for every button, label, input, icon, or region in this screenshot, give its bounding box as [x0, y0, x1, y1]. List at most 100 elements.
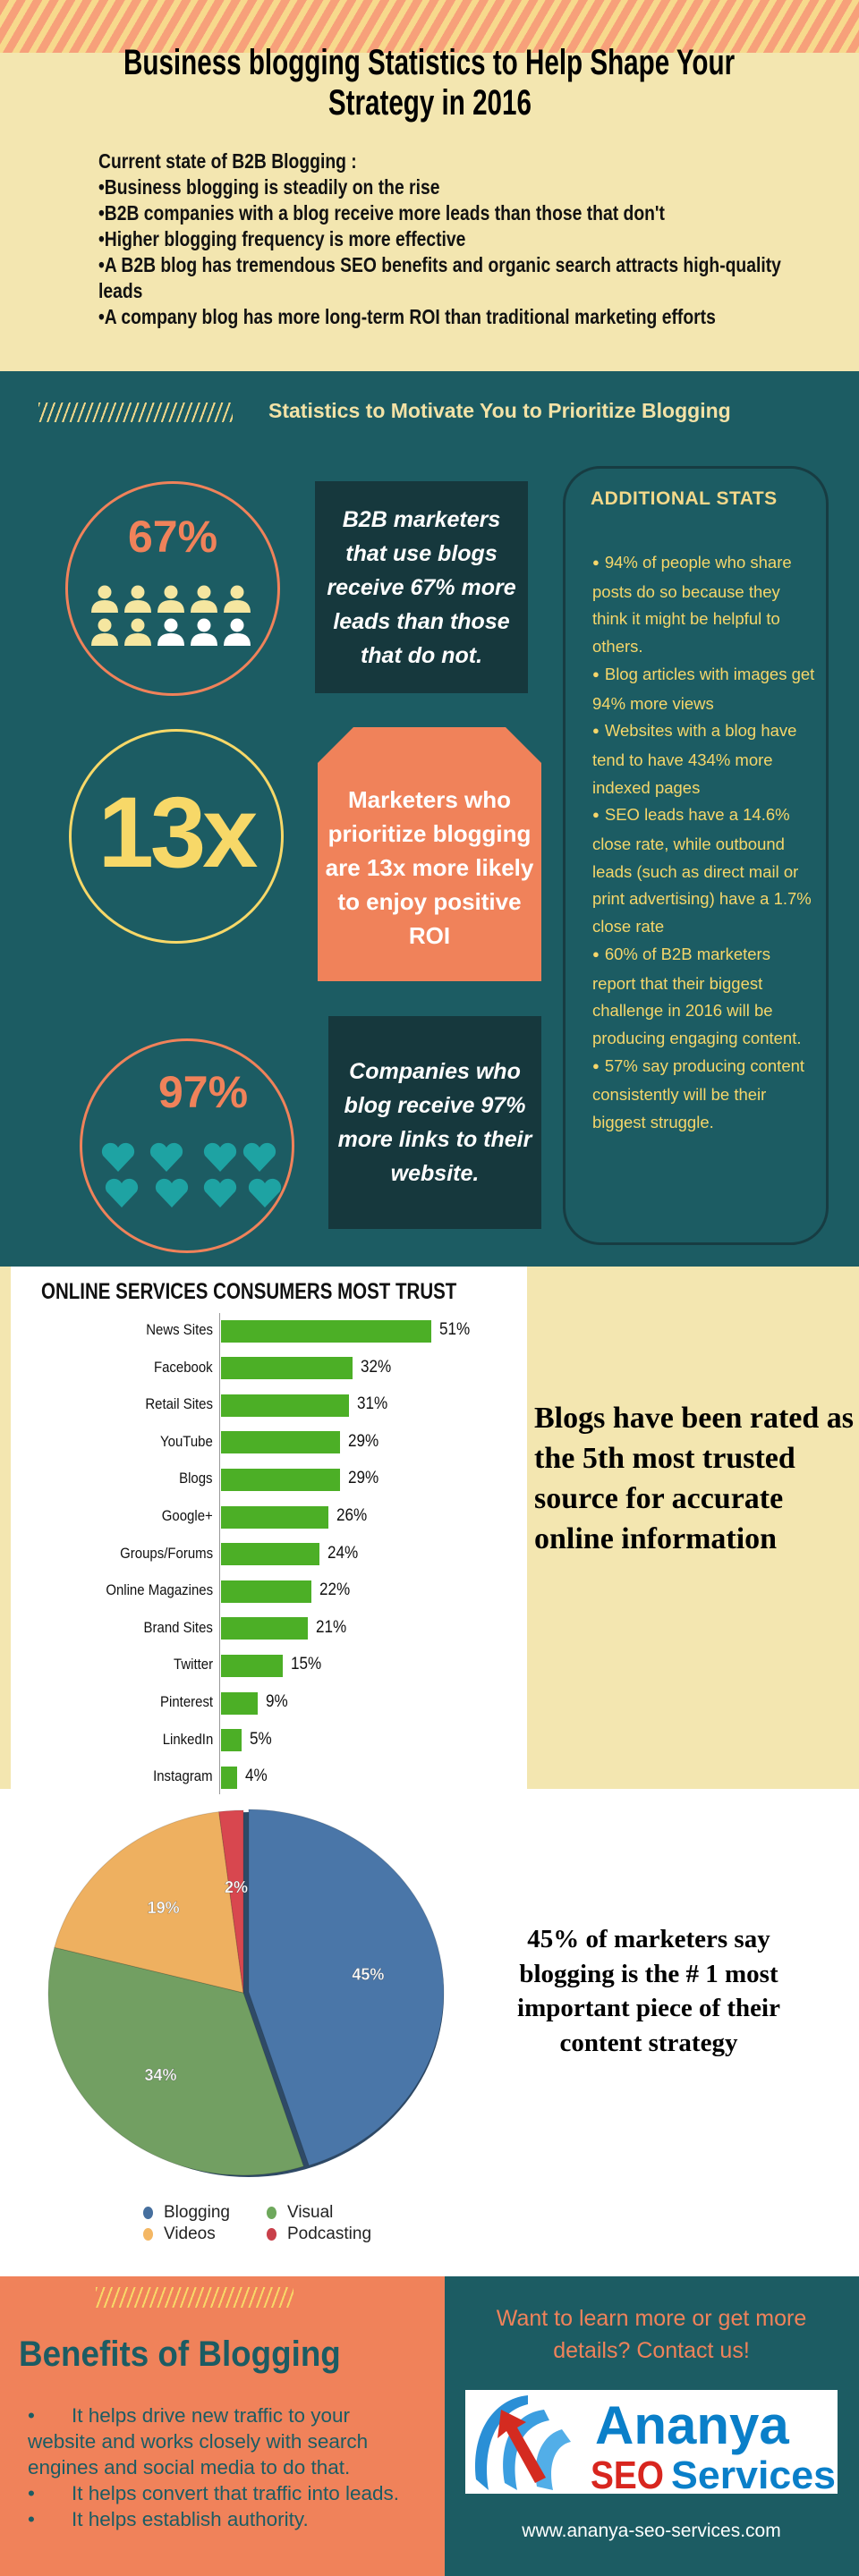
bar-value-label: 22%: [319, 1580, 351, 1600]
bar: [221, 1729, 242, 1752]
statistics-heading: Statistics to Motivate You to Prioritize…: [268, 399, 731, 422]
contact-text: Want to learn more or get more details? …: [496, 2306, 807, 2363]
additional-stat-item: 57% say producing content consistently w…: [592, 1053, 816, 1137]
heart-icon: [101, 1142, 135, 1172]
company-logo[interactable]: Ananya SEO Services: [465, 2390, 838, 2497]
heart-icon: [203, 1142, 237, 1172]
pie-callout: 45% of marketers say blogging is the # 1…: [517, 1925, 780, 2057]
heart-icon: [155, 1178, 189, 1208]
legend-dot: [267, 2206, 276, 2219]
legend-dot: [143, 2227, 153, 2241]
page-title-line2: Strategy in 2016: [0, 83, 859, 123]
person-icon: [91, 618, 118, 646]
intro-bullet: •Higher blogging frequency is more effec…: [98, 227, 466, 250]
heart-icon: [105, 1178, 139, 1208]
bar: [221, 1654, 283, 1677]
bar-value-label: 31%: [356, 1394, 387, 1414]
heart-icons: [101, 1142, 282, 1208]
heart-icon: [242, 1142, 276, 1172]
bar-label: Twitter: [173, 1656, 213, 1674]
stat3-value: 97%: [157, 1067, 249, 1117]
bar-label: Retail Sites: [145, 1395, 213, 1413]
bar: [221, 1357, 353, 1380]
bar-label: Google+: [162, 1507, 213, 1524]
additional-stats-box: [563, 466, 829, 1245]
pie-slice-podcasting: [218, 1809, 244, 1994]
trust-callout: Blogs have been rated as the 5th most tr…: [534, 1402, 854, 1555]
stat1-text: B2B marketers that use blogs receive 67%…: [327, 506, 516, 668]
stat1-circle: 67%: [65, 481, 280, 696]
bar: [221, 1691, 259, 1715]
bar-label: LinkedIn: [162, 1730, 213, 1748]
pie-value-label: 19%: [148, 1899, 180, 1917]
logo-text: Ananya: [595, 2395, 789, 2455]
bar: [221, 1543, 320, 1566]
pie-slice-visual: [47, 1946, 305, 2176]
legend-item-visual: Visual: [267, 2203, 333, 2223]
bar-value-label: 29%: [348, 1469, 379, 1488]
bar-label: Facebook: [154, 1358, 213, 1376]
heart-icon: [149, 1142, 183, 1172]
additional-stats-list: 94% of people who share posts do so beca…: [592, 549, 816, 1137]
benefits-list: • It helps drive new traffic to your webs…: [28, 2402, 421, 2532]
additional-stat-item: Blog articles with images get 94% more v…: [592, 661, 816, 717]
bar-chart-axis: [219, 1313, 220, 1794]
bar-label: Online Magazines: [106, 1581, 213, 1599]
people-icons: [91, 585, 251, 646]
website-link[interactable]: www.ananya-seo-services.com: [522, 2521, 781, 2541]
bar-value-label: 9%: [266, 1692, 289, 1711]
page-title-line1: Business blogging Statistics to Help Sha…: [0, 43, 859, 83]
pie-chart: 45% 34% 19% 2%: [47, 1809, 445, 2177]
bar-value-label: 29%: [348, 1431, 379, 1451]
stat2-circle: 13x: [69, 729, 284, 944]
top-stripe-border: [0, 0, 859, 53]
slash-decoration: [38, 402, 233, 422]
pie-value-label: 2%: [225, 1878, 248, 1896]
bar: [221, 1468, 341, 1491]
intro-bullet: •Business blogging is steadily on the ri…: [98, 175, 440, 199]
bar-value-label: 4%: [245, 1767, 268, 1786]
bar-value-label: 51%: [438, 1320, 470, 1339]
benefits-section: [0, 2276, 445, 2576]
heart-icon: [248, 1178, 282, 1208]
intro-section: [0, 53, 859, 371]
svg-text:SEO: SEO: [591, 2453, 664, 2494]
bar: [221, 1505, 328, 1529]
bar-value-label: 5%: [250, 1729, 272, 1749]
additional-stat-item: 94% of people who share posts do so beca…: [592, 549, 816, 661]
benefit-item: • It helps establish authority.: [28, 2508, 309, 2530]
page-title-text: Business blogging Statistics to Help Sha…: [123, 43, 736, 82]
person-icon: [157, 585, 184, 613]
stat2-text: Marketers who prioritize blogging are 13…: [325, 786, 534, 949]
legend-dot: [143, 2206, 153, 2219]
bar-label: YouTube: [160, 1432, 213, 1450]
bar-value-label: 15%: [291, 1655, 322, 1674]
pie-slice-blogging: [248, 1809, 445, 2166]
bar: [221, 1319, 431, 1343]
pie-slice-videos: [54, 1811, 244, 1994]
logo-swoosh-icon: Ananya SEO Services: [475, 2395, 836, 2497]
intro-bullet: •A B2B blog has tremendous SEO benefits …: [98, 253, 781, 302]
stat3-text: Companies who blog receive 97% more link…: [337, 1059, 532, 1186]
person-icon: [124, 618, 151, 646]
additional-stats-title: ADDITIONAL STATS: [591, 488, 778, 509]
person-icon: [224, 618, 251, 646]
bar-label: Instagram: [153, 1767, 213, 1785]
intro-bullet: •A company blog has more long-term ROI t…: [98, 305, 716, 328]
legend-label: Visual: [287, 2203, 334, 2222]
slash-decoration: [96, 2287, 293, 2308]
person-icon: [191, 585, 217, 613]
pie-value-label: 45%: [352, 1965, 384, 1983]
benefit-item: • It helps convert that traffic into lead…: [28, 2482, 400, 2504]
legend-item-videos: Videos: [143, 2224, 216, 2244]
person-icon: [157, 618, 184, 646]
benefits-title: Benefits of Blogging: [19, 2334, 341, 2374]
benefit-item: • It helps drive new traffic to your webs…: [28, 2404, 369, 2479]
legend-dot: [267, 2227, 276, 2241]
bar: [221, 1394, 349, 1417]
bar-value-label: 32%: [361, 1357, 392, 1377]
bar-chart-title: ONLINE SERVICES CONSUMERS MOST TRUST: [41, 1279, 457, 1304]
bar-value-label: 21%: [315, 1617, 346, 1637]
bar-label: Blogs: [179, 1470, 213, 1487]
svg-text:Services: Services: [671, 2453, 836, 2494]
